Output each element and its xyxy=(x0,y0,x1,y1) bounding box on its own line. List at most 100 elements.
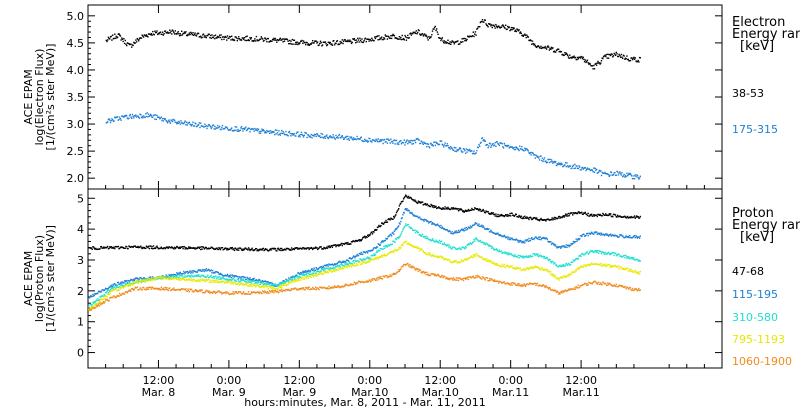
data-point xyxy=(578,268,580,270)
data-point xyxy=(178,278,181,281)
data-point xyxy=(145,34,148,36)
data-point xyxy=(150,115,153,117)
data-point xyxy=(636,271,638,273)
data-point xyxy=(243,128,246,130)
data-point xyxy=(513,267,515,269)
data-point xyxy=(591,250,594,252)
data-point xyxy=(562,265,564,267)
data-point xyxy=(338,245,340,247)
data-point xyxy=(588,215,591,217)
data-point xyxy=(181,277,184,280)
data-point xyxy=(595,214,598,216)
data-point xyxy=(518,29,520,31)
data-point xyxy=(533,154,536,156)
data-point xyxy=(93,294,95,296)
data-point xyxy=(437,207,439,209)
data-point xyxy=(356,253,358,256)
data-point xyxy=(601,215,603,217)
data-point xyxy=(443,243,445,246)
data-point xyxy=(394,241,396,243)
data-point xyxy=(493,144,496,146)
data-point xyxy=(451,247,453,250)
data-point xyxy=(521,240,524,243)
data-point xyxy=(107,121,109,123)
data-point xyxy=(116,289,118,292)
data-point xyxy=(233,249,236,252)
data-point xyxy=(488,245,490,247)
data-point xyxy=(305,277,308,280)
data-point xyxy=(213,291,215,293)
data-point xyxy=(255,282,258,284)
data-point xyxy=(504,252,506,254)
data-point xyxy=(269,41,271,43)
data-point xyxy=(431,239,433,241)
data-point xyxy=(226,39,228,41)
data-point xyxy=(269,248,272,250)
data-point xyxy=(311,268,313,270)
data-point xyxy=(274,247,277,250)
data-point xyxy=(394,215,396,217)
data-point xyxy=(159,289,162,291)
data-point xyxy=(280,132,282,134)
data-point xyxy=(460,248,463,250)
data-point xyxy=(546,238,548,240)
data-point xyxy=(537,155,539,158)
data-point xyxy=(358,239,360,241)
data-point xyxy=(173,248,175,250)
data-point xyxy=(487,26,489,28)
data-point xyxy=(325,247,327,249)
data-point xyxy=(185,275,188,278)
data-point xyxy=(229,36,231,38)
data-point xyxy=(158,276,160,279)
data-point xyxy=(385,246,387,248)
data-point xyxy=(228,248,231,250)
data-point xyxy=(554,245,556,247)
data-point xyxy=(245,36,247,38)
data-point xyxy=(391,243,393,245)
data-point xyxy=(618,53,620,56)
data-point xyxy=(614,53,616,55)
data-point xyxy=(154,277,156,279)
data-point xyxy=(365,262,367,264)
data-point xyxy=(395,228,398,230)
data-point xyxy=(546,257,548,259)
data-point xyxy=(622,235,624,237)
data-point xyxy=(635,272,637,274)
data-point xyxy=(138,282,140,284)
data-point xyxy=(352,256,354,259)
data-point xyxy=(403,212,405,214)
data-point xyxy=(264,280,267,282)
data-point xyxy=(344,266,346,268)
data-point xyxy=(491,231,493,234)
data-point xyxy=(468,243,470,246)
data-point xyxy=(385,219,387,222)
data-point xyxy=(299,42,301,44)
data-point xyxy=(254,282,256,285)
data-point xyxy=(248,279,250,281)
data-point xyxy=(615,51,617,54)
data-point xyxy=(557,164,559,166)
data-point xyxy=(145,113,147,115)
data-point xyxy=(374,36,376,38)
data-point xyxy=(529,152,531,155)
data-point xyxy=(333,270,336,273)
data-point xyxy=(196,289,198,292)
data-point xyxy=(606,233,608,235)
data-point xyxy=(324,271,326,274)
data-point xyxy=(224,291,227,293)
data-point xyxy=(162,277,165,280)
data-point xyxy=(520,240,522,242)
data-point xyxy=(208,281,210,283)
data-point xyxy=(132,288,134,290)
data-point xyxy=(276,41,278,43)
data-point xyxy=(473,150,475,152)
data-point xyxy=(170,289,172,291)
data-point xyxy=(315,135,317,138)
data-point xyxy=(534,217,536,219)
data-point xyxy=(140,280,142,282)
data-point xyxy=(481,137,484,139)
data-point xyxy=(409,140,411,142)
data-point xyxy=(376,140,379,143)
data-point xyxy=(129,285,131,287)
data-point xyxy=(376,139,378,141)
